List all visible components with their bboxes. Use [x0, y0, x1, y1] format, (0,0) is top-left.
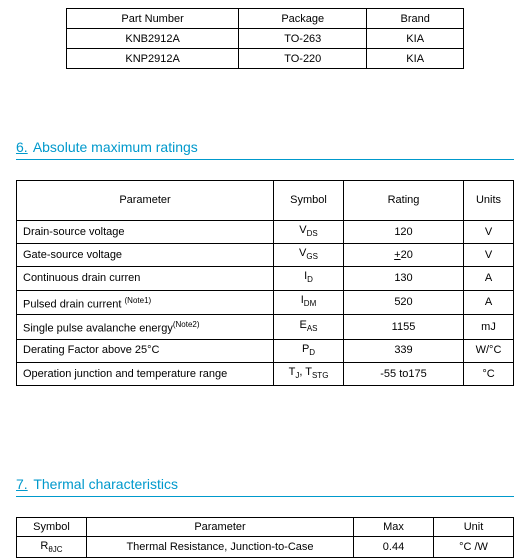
table-header-row: Symbol Parameter Max Unit	[17, 518, 514, 537]
cell-symbol: TJ, TSTG	[274, 363, 344, 386]
cell-symbol: PD	[274, 339, 344, 362]
table-row: Drain-source voltage VDS 120 V	[17, 221, 514, 244]
header-symbol: Symbol	[274, 181, 344, 221]
header-units: Units	[464, 181, 514, 221]
header-package: Package	[239, 9, 367, 29]
section-number: 7.	[16, 476, 28, 492]
cell-unit: mJ	[464, 315, 514, 340]
section-heading-6: 6. Absolute maximum ratings	[16, 139, 514, 160]
cell-symbol: ID	[274, 267, 344, 290]
cell-package: TO-263	[239, 29, 367, 49]
cell-parameter: Gate-source voltage	[17, 244, 274, 267]
section-heading-7: 7. Thermal characteristics	[16, 476, 514, 497]
cell-rating: 120	[344, 221, 464, 244]
cell-unit: °C	[464, 363, 514, 386]
cell-part-number: KNP2912A	[66, 49, 239, 69]
cell-parameter: Operation junction and temperature range	[17, 363, 274, 386]
cell-parameter: Single pulse avalanche energy(Note2)	[17, 315, 274, 340]
table-row: Pulsed drain current (Note1) IDM 520 A	[17, 290, 514, 315]
section-number: 6.	[16, 139, 28, 155]
table-row: Operation junction and temperature range…	[17, 363, 514, 386]
cell-symbol: IDM	[274, 290, 344, 315]
cell-rating: 130	[344, 267, 464, 290]
table-header-row: Parameter Symbol Rating Units	[17, 181, 514, 221]
cell-symbol: EAS	[274, 315, 344, 340]
header-rating: Rating	[344, 181, 464, 221]
cell-unit: W/°C	[464, 339, 514, 362]
header-brand: Brand	[367, 9, 464, 29]
cell-parameter: Drain-source voltage	[17, 221, 274, 244]
header-parameter: Parameter	[87, 518, 354, 537]
table-row: Gate-source voltage VGS +20 V	[17, 244, 514, 267]
thermal-table: Symbol Parameter Max Unit RθJC Thermal R…	[16, 517, 514, 558]
table-row: RθJC Thermal Resistance, Junction-to-Cas…	[17, 537, 514, 558]
cell-parameter: Pulsed drain current (Note1)	[17, 290, 274, 315]
cell-unit: °C /W	[434, 537, 514, 558]
header-unit: Unit	[434, 518, 514, 537]
cell-rating: 1155	[344, 315, 464, 340]
cell-unit: A	[464, 267, 514, 290]
header-symbol: Symbol	[17, 518, 87, 537]
section-title: Thermal characteristics	[33, 476, 178, 492]
table-row: Derating Factor above 25°C PD 339 W/°C	[17, 339, 514, 362]
cell-brand: KIA	[367, 29, 464, 49]
section-title: Absolute maximum ratings	[33, 139, 198, 155]
cell-rating: 520	[344, 290, 464, 315]
cell-rating: 339	[344, 339, 464, 362]
cell-symbol: VDS	[274, 221, 344, 244]
table-row: Continuous drain curren ID 130 A	[17, 267, 514, 290]
table-row: KNP2912A TO-220 KIA	[66, 49, 463, 69]
cell-parameter: Derating Factor above 25°C	[17, 339, 274, 362]
cell-unit: A	[464, 290, 514, 315]
header-part-number: Part Number	[66, 9, 239, 29]
cell-package: TO-220	[239, 49, 367, 69]
cell-unit: V	[464, 221, 514, 244]
cell-max: 0.44	[354, 537, 434, 558]
cell-symbol: RθJC	[17, 537, 87, 558]
cell-parameter: Continuous drain curren	[17, 267, 274, 290]
cell-parameter: Thermal Resistance, Junction-to-Case	[87, 537, 354, 558]
cell-brand: KIA	[367, 49, 464, 69]
cell-symbol: VGS	[274, 244, 344, 267]
cell-rating: +20	[344, 244, 464, 267]
package-table: Part Number Package Brand KNB2912A TO-26…	[66, 8, 464, 69]
table-row: KNB2912A TO-263 KIA	[66, 29, 463, 49]
cell-rating: -55 to175	[344, 363, 464, 386]
cell-part-number: KNB2912A	[66, 29, 239, 49]
header-parameter: Parameter	[17, 181, 274, 221]
header-max: Max	[354, 518, 434, 537]
ratings-table: Parameter Symbol Rating Units Drain-sour…	[16, 180, 514, 386]
cell-unit: V	[464, 244, 514, 267]
table-header-row: Part Number Package Brand	[66, 9, 463, 29]
table-row: Single pulse avalanche energy(Note2) EAS…	[17, 315, 514, 340]
